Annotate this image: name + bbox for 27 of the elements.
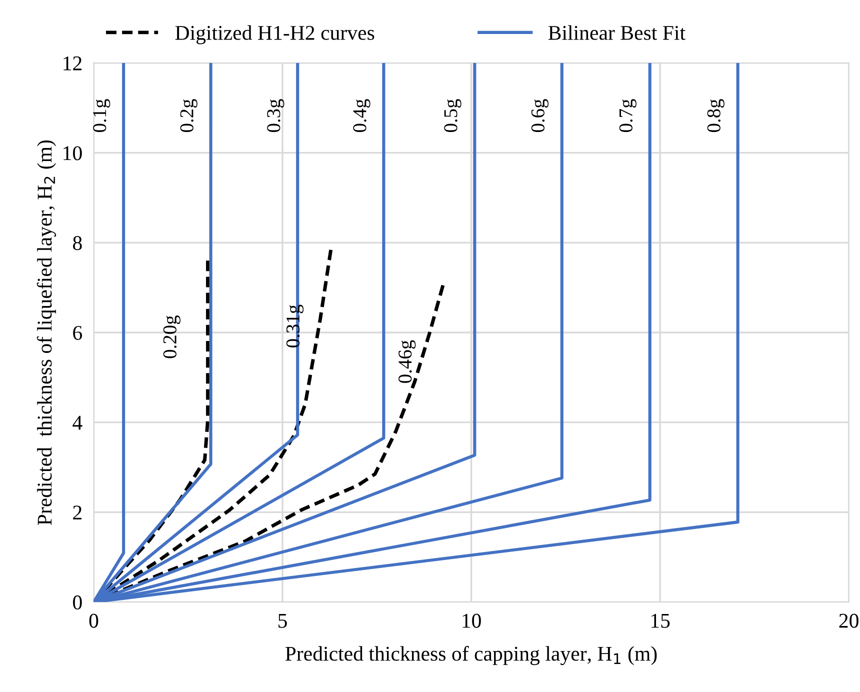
annotation: 0.2g bbox=[180, 99, 198, 132]
y-tick-label: 6 bbox=[73, 326, 82, 340]
y-tick-label: 8 bbox=[73, 236, 82, 250]
y-tick-label: 0 bbox=[73, 595, 82, 610]
annotation: 0.6g bbox=[531, 99, 548, 132]
x-tick-label: 15 bbox=[651, 614, 670, 628]
y-axis-title: Predicted thickness of liquefied layer, H$_{2}$ (m) bbox=[36, 140, 56, 526]
x-tick-label: 5 bbox=[278, 614, 287, 628]
annotation: 0.1g bbox=[93, 99, 110, 132]
annotation: 0.5g bbox=[444, 99, 462, 132]
annotation: 0.46g bbox=[398, 340, 416, 383]
x-tick-label: 10 bbox=[462, 614, 481, 628]
annotation: 0.20g bbox=[163, 316, 180, 358]
annotation: 0.7g bbox=[619, 99, 636, 132]
y-tick-label: 12 bbox=[64, 56, 82, 70]
x-axis-title: Predicted thickness of capping layer, H$_{1}$ (m) bbox=[285, 646, 657, 666]
legend-label: Digitized H1-H2 curves bbox=[175, 25, 374, 44]
y-tick-label: 4 bbox=[72, 416, 82, 430]
legend-label: Bilinear Best Fit bbox=[548, 25, 686, 40]
y-tick-label: 2 bbox=[73, 506, 82, 520]
annotation: 0.8g bbox=[707, 99, 724, 132]
annotation: 0.31g bbox=[286, 304, 304, 348]
annotation: 0.4g bbox=[353, 99, 370, 132]
x-tick-label: 0 bbox=[89, 614, 98, 628]
annotation: 0.3g bbox=[267, 99, 284, 132]
y-tick-label: 10 bbox=[64, 146, 82, 160]
x-tick-label: 20 bbox=[839, 614, 858, 628]
